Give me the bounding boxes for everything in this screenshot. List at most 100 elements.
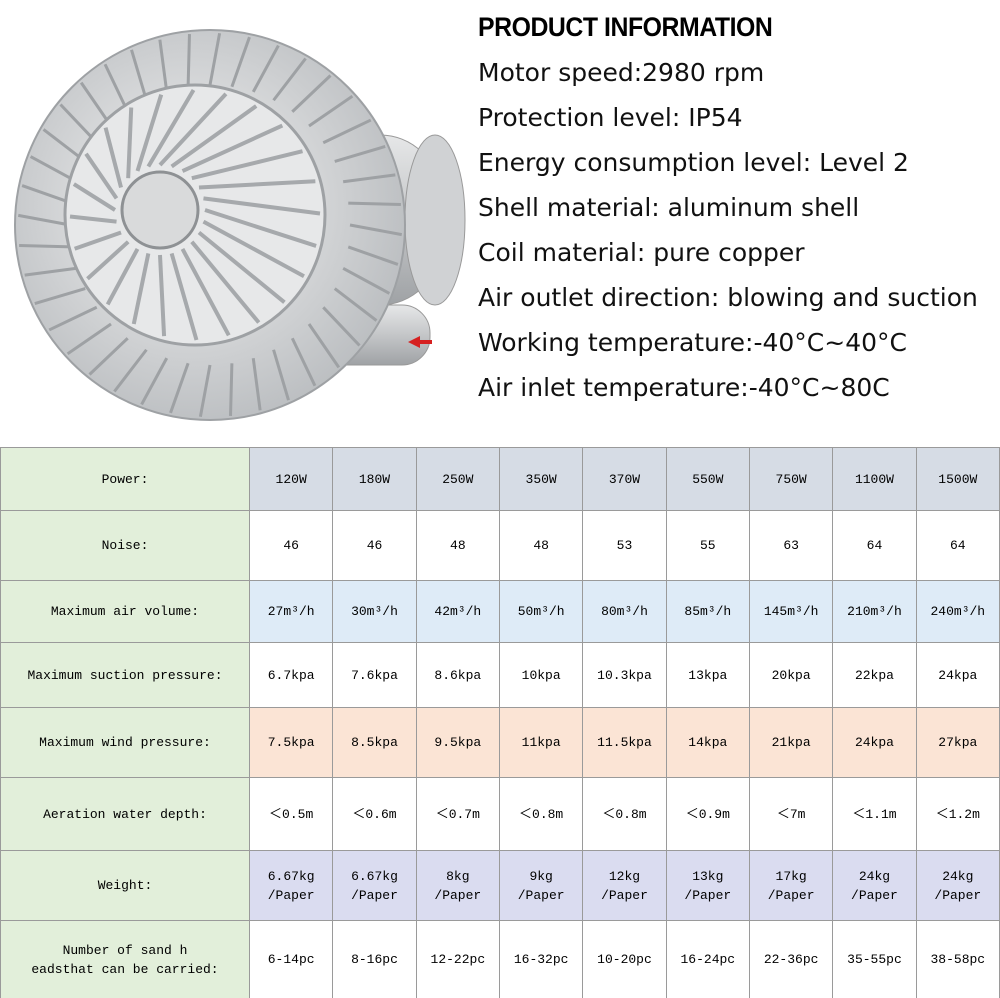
rib (126, 107, 134, 179)
rib (197, 230, 286, 304)
table-cell: 21kpa (748, 707, 834, 778)
row-header: Power: (0, 447, 250, 511)
table-cell: 85m³/h (665, 580, 750, 643)
fin (334, 145, 386, 163)
rib (181, 123, 284, 173)
spec-table: Power: 120W 180W 250W 350W 370W 550W 750W 1100W 1… (0, 447, 1000, 998)
fin (347, 245, 399, 266)
table-cell: ＜0.9m (665, 777, 750, 851)
table-cell: 13kg /Paper (665, 850, 750, 921)
fin (308, 94, 354, 128)
fin (291, 74, 332, 113)
rib (146, 88, 196, 168)
table-cell: ＜0.5m (248, 777, 334, 851)
table-cell: 48 (498, 510, 584, 581)
table-cell: 50m³/h (498, 580, 584, 643)
table-cell: 27m³/h (248, 580, 334, 643)
table-cell: ＜0.8m (498, 777, 584, 851)
rib (105, 248, 140, 306)
spec-line: Coil material: pure copper (478, 238, 805, 267)
table-cell: 64 (915, 510, 1000, 581)
table-cell: 16-32pc (498, 920, 584, 998)
fin (251, 44, 280, 93)
rib (135, 94, 164, 172)
table-cell: 53 (582, 510, 667, 581)
table-cell: 42m³/h (415, 580, 500, 643)
rib (204, 208, 317, 248)
rib (170, 104, 258, 169)
table-cell: 63 (748, 510, 834, 581)
table-cell: 24kpa (832, 707, 917, 778)
row-header: Maximum wind pressure: (0, 707, 250, 778)
fin (17, 213, 71, 227)
fin (348, 201, 401, 206)
table-cell: 55 (665, 510, 750, 581)
spec-line: Protection level: IP54 (478, 103, 743, 132)
table-cell: 550W (665, 447, 750, 511)
table-cell: ＜1.2m (915, 777, 1000, 851)
table-cell: 12-22pc (415, 920, 500, 998)
spec-line: Motor speed:2980 rpm (478, 58, 765, 87)
table-cell: 46 (248, 510, 334, 581)
fin (272, 349, 290, 401)
fin (272, 57, 307, 102)
table-cell: 6.67kg /Paper (332, 850, 417, 921)
table-cell: ＜0.8m (582, 777, 667, 851)
table-cell: 17kg /Paper (748, 850, 834, 921)
table-cell: 1100W (832, 447, 917, 511)
rib (86, 240, 130, 281)
table-cell: 24kg /Paper (832, 850, 917, 921)
table-cell: 180W (332, 447, 417, 511)
table-row: Number of sand h eadsthat can be carried… (0, 920, 1000, 998)
table-cell: 24kg /Paper (915, 850, 1000, 921)
table-row: Weight: 6.67kg /Paper 6.67kg /Paper 8kg /Pa… (0, 850, 1000, 921)
fin (307, 323, 341, 369)
fin (322, 306, 361, 347)
table-cell: 350W (498, 447, 584, 511)
table-cell: 120W (248, 447, 334, 511)
table-row: Noise: 46 46 48 48 53 55 63 64 64 (0, 510, 1000, 581)
rib (169, 252, 199, 341)
table-row: Power: 120W 180W 250W 350W 370W 550W 750W 1100W 1… (0, 447, 1000, 511)
spec-line: Shell material: aluminum shell (478, 193, 860, 222)
fin (251, 357, 262, 411)
rib (131, 253, 151, 325)
table-row: Maximum wind pressure: 7.5kpa 8.5kpa 9.5kpa… (0, 707, 1000, 778)
table-cell: 35-55pc (832, 920, 917, 998)
fin (158, 39, 169, 93)
table-cell: 7.5kpa (248, 707, 334, 778)
fin (48, 305, 98, 332)
fin (290, 337, 317, 387)
spec-line: Air outlet direction: blowing and suctio… (478, 283, 978, 312)
table-row: Maximum air volume: 27m³/h 30m³/h 42m³/h 50m… (0, 580, 1000, 643)
row-header: Maximum air volume: (0, 580, 250, 643)
row-header: Noise: (0, 510, 250, 581)
table-cell: 16-24pc (665, 920, 750, 998)
row-header: Aeration water depth: (0, 777, 250, 851)
table-cell: 1500W (915, 447, 1000, 511)
row-header: Maximum suction pressure: (0, 642, 250, 708)
rib (191, 149, 303, 181)
table-cell: 46 (332, 510, 417, 581)
rib (180, 248, 231, 337)
table-cell: 240m³/h (915, 580, 1000, 643)
table-cell: 22kpa (832, 642, 917, 708)
fin (186, 34, 191, 87)
table-cell: 13kpa (665, 642, 750, 708)
blower-image (14, 29, 466, 421)
table-cell: ＜0.6m (332, 777, 417, 851)
fin (342, 173, 396, 184)
fin (349, 223, 403, 237)
table-cell: 14kpa (665, 707, 750, 778)
rib (72, 182, 117, 212)
table-cell: 145m³/h (748, 580, 834, 643)
table-cell: ＜0.7m (415, 777, 500, 851)
table-cell: 210m³/h (832, 580, 917, 643)
table-cell: 6-14pc (248, 920, 334, 998)
table-cell: 10.3kpa (582, 642, 667, 708)
rib (158, 254, 167, 337)
spec-line: Working temperature:-40°C~40°C (478, 328, 907, 357)
fin (140, 357, 169, 406)
fin (130, 49, 148, 101)
